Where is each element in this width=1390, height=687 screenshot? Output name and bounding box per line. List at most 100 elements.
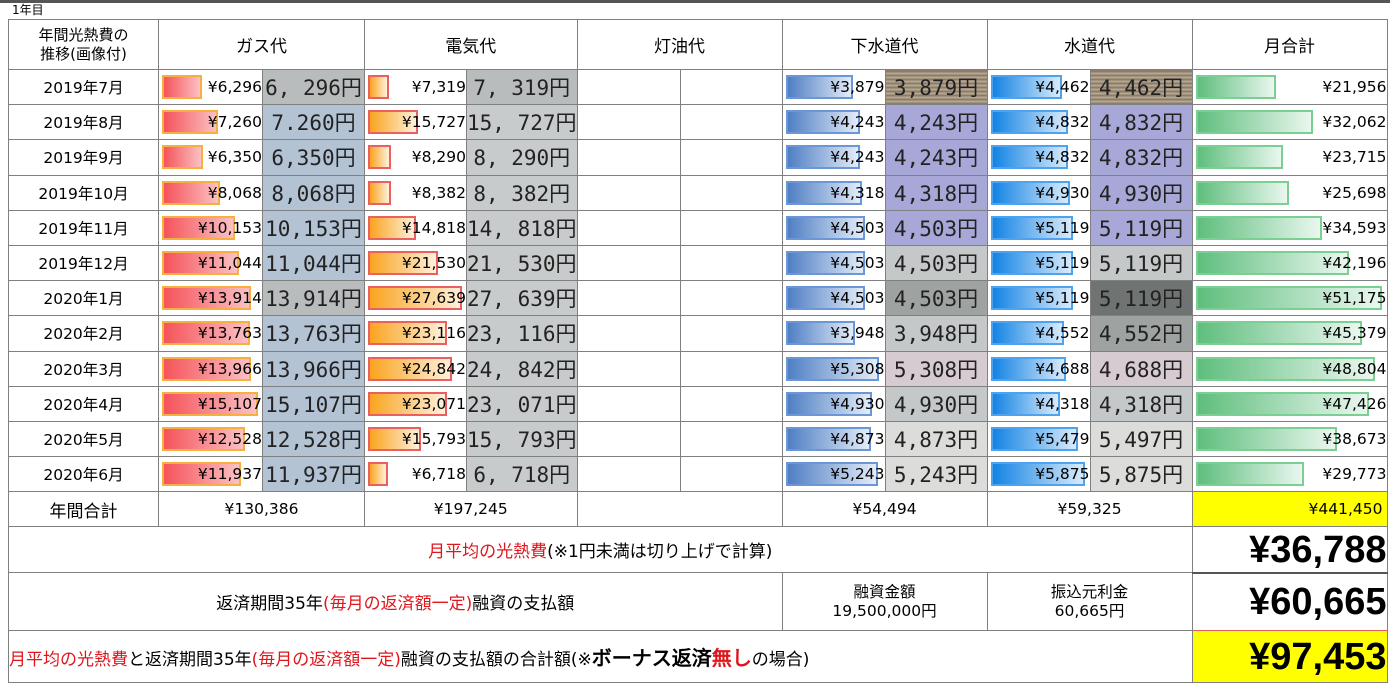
monthly-average-label-red: 月平均の光熱費: [428, 542, 548, 563]
grand-label-red1: 月平均の光熱費: [9, 650, 128, 671]
sewer-cost-value: ¥4,503: [830, 218, 885, 237]
month-label: 2020年3月: [8, 350, 159, 387]
gas-receipt-image: 7.260円: [262, 104, 365, 141]
sewer-receipt-image: 4,503円: [884, 209, 988, 246]
gas-cost-cell: ¥13,763: [158, 315, 263, 352]
gas-databar: [162, 462, 241, 487]
water-databar: [990, 145, 1068, 170]
water-databar: [990, 356, 1066, 381]
gas-cost-value: ¥7,260: [207, 113, 262, 132]
header-kerosene: 灯油代: [576, 19, 783, 70]
sewer-cost-cell: ¥4,503: [781, 244, 886, 282]
sewer-databar: [785, 391, 872, 416]
sewer-receipt-image: 5,308円: [884, 350, 988, 387]
gas-databar: [162, 215, 235, 240]
water-cost-cell: ¥4,832: [986, 139, 1091, 176]
water-databar: [990, 321, 1064, 346]
grand-label-bonus: ボーナス返済: [591, 646, 712, 671]
elec-receipt-image: 14, 818円: [466, 209, 578, 246]
gas-receipt-image: 13,763円: [262, 315, 365, 352]
sewer-databar: [785, 215, 865, 240]
water-databar: [990, 426, 1078, 451]
top-border: [0, 0, 1390, 3]
gas-databar: [162, 426, 245, 451]
elec-cost-cell: ¥15,793: [364, 420, 467, 458]
elec-cost-value: ¥21,530: [401, 254, 466, 273]
kerosene-receipt-image: [679, 315, 783, 352]
elec-cost-cell: ¥23,071: [364, 385, 467, 422]
elec-receipt-image: 15, 793円: [466, 420, 578, 458]
elec-receipt-image: 7, 319円: [466, 68, 578, 106]
table-row: 2019年11月 ¥10,153 10,153円 ¥14,818 14, 818円 …: [8, 209, 1388, 246]
elec-cost-value: ¥6,718: [411, 465, 466, 484]
kerosene-cost-cell: [576, 315, 681, 352]
gas-cost-cell: ¥10,153: [158, 209, 263, 246]
kerosene-receipt-image: [679, 420, 783, 458]
elec-cost-value: ¥23,116: [401, 324, 466, 343]
total-cost-cell: ¥25,698: [1191, 174, 1388, 211]
water-cost-value: ¥5,119: [1035, 289, 1090, 308]
kerosene-receipt-image: [679, 350, 783, 387]
table-row: 2019年10月 ¥8,068 8,068円 ¥8,382 8, 382円 ¥4,3…: [8, 174, 1388, 211]
annual-total-sewer: ¥54,494: [781, 491, 988, 528]
water-databar: [990, 75, 1062, 99]
table-row: 2020年1月 ¥13,914 13,914円 ¥27,639 27, 639円 ¥…: [8, 280, 1388, 317]
elec-databar: [368, 356, 452, 381]
kerosene-receipt-image: [679, 68, 783, 106]
kerosene-cost-cell: [576, 104, 681, 141]
grand-total-value: ¥97,453: [1191, 630, 1388, 684]
elec-cost-cell: ¥21,530: [364, 244, 467, 282]
elec-cost-value: ¥15,727: [401, 113, 466, 132]
grand-label-part1: と返済期間35年: [128, 650, 252, 671]
loan-amount: 融資金額 19,500,000円: [781, 572, 988, 632]
elec-cost-value: ¥8,290: [411, 148, 466, 167]
loan-label-part1: 返済期間35年: [216, 594, 323, 615]
sewer-receipt-image: 4,930円: [884, 385, 988, 422]
sewer-cost-value: ¥5,308: [830, 359, 885, 378]
water-cost-value: ¥5,119: [1035, 218, 1090, 237]
gas-cost-cell: ¥7,260: [158, 104, 263, 141]
water-receipt-image: 4,462円: [1089, 68, 1193, 106]
gas-receipt-image: 12,528円: [262, 420, 365, 458]
sewer-cost-cell: ¥5,308: [781, 350, 886, 387]
header-row: 年間光熱費の 推移(画像付) ガス代 電気代 灯油代 下水道代 水道代 月合計: [8, 19, 1388, 70]
elec-cost-cell: ¥14,818: [364, 209, 467, 246]
monthly-average-row: 月平均の光熱費(※1円未満は切り上げで計算) ¥36,788: [8, 526, 1388, 574]
water-databar: [990, 180, 1070, 205]
elec-databar: [368, 462, 388, 487]
elec-receipt-image: 24, 842円: [466, 350, 578, 387]
sewer-cost-cell: ¥4,503: [781, 280, 886, 317]
total-databar: [1195, 250, 1349, 275]
sewer-databar: [785, 321, 855, 346]
sewer-databar: [785, 462, 878, 487]
sewer-cost-cell: ¥3,879: [781, 68, 886, 106]
sewer-cost-cell: ¥4,243: [781, 104, 886, 141]
table-row: 2019年7月 ¥6,296 6, 296円 ¥7,319 7, 319円 ¥3,8…: [8, 68, 1388, 106]
total-databar: [1195, 75, 1276, 99]
table-row: 2020年2月 ¥13,763 13,763円 ¥23,116 23, 116円 ¥…: [8, 315, 1388, 352]
elec-cost-cell: ¥7,319: [364, 68, 467, 106]
sewer-cost-cell: ¥4,243: [781, 139, 886, 176]
sheet-label: 1年目: [12, 3, 44, 17]
month-label: 2020年2月: [8, 315, 159, 352]
annual-total-water: ¥59,325: [986, 491, 1193, 528]
gas-cost-value: ¥8,068: [207, 183, 262, 202]
elec-cost-value: ¥7,319: [411, 78, 466, 97]
sewer-receipt-image: 4,243円: [884, 104, 988, 141]
water-receipt-image: 4,832円: [1089, 104, 1193, 141]
annual-total-kerosene: [576, 491, 783, 528]
elec-cost-cell: ¥23,116: [364, 315, 467, 352]
kerosene-receipt-image: [679, 244, 783, 282]
loan-value: ¥60,665: [1191, 572, 1388, 632]
gas-cost-cell: ¥13,914: [158, 280, 263, 317]
total-databar: [1195, 286, 1382, 311]
total-cost-cell: ¥32,062: [1191, 104, 1388, 141]
total-cost-cell: ¥38,673: [1191, 420, 1388, 458]
elec-cost-value: ¥15,793: [401, 429, 466, 448]
sewer-cost-value: ¥4,930: [830, 394, 885, 413]
water-databar: [990, 215, 1073, 240]
grand-total-row: 月平均の光熱費と返済期間35年(毎月の返済額一定)融資の支払額の合計額(※ボーナ…: [8, 630, 1388, 684]
kerosene-cost-cell: [576, 244, 681, 282]
sewer-cost-value: ¥4,243: [830, 148, 885, 167]
total-cost-value: ¥45,379: [1322, 324, 1387, 343]
